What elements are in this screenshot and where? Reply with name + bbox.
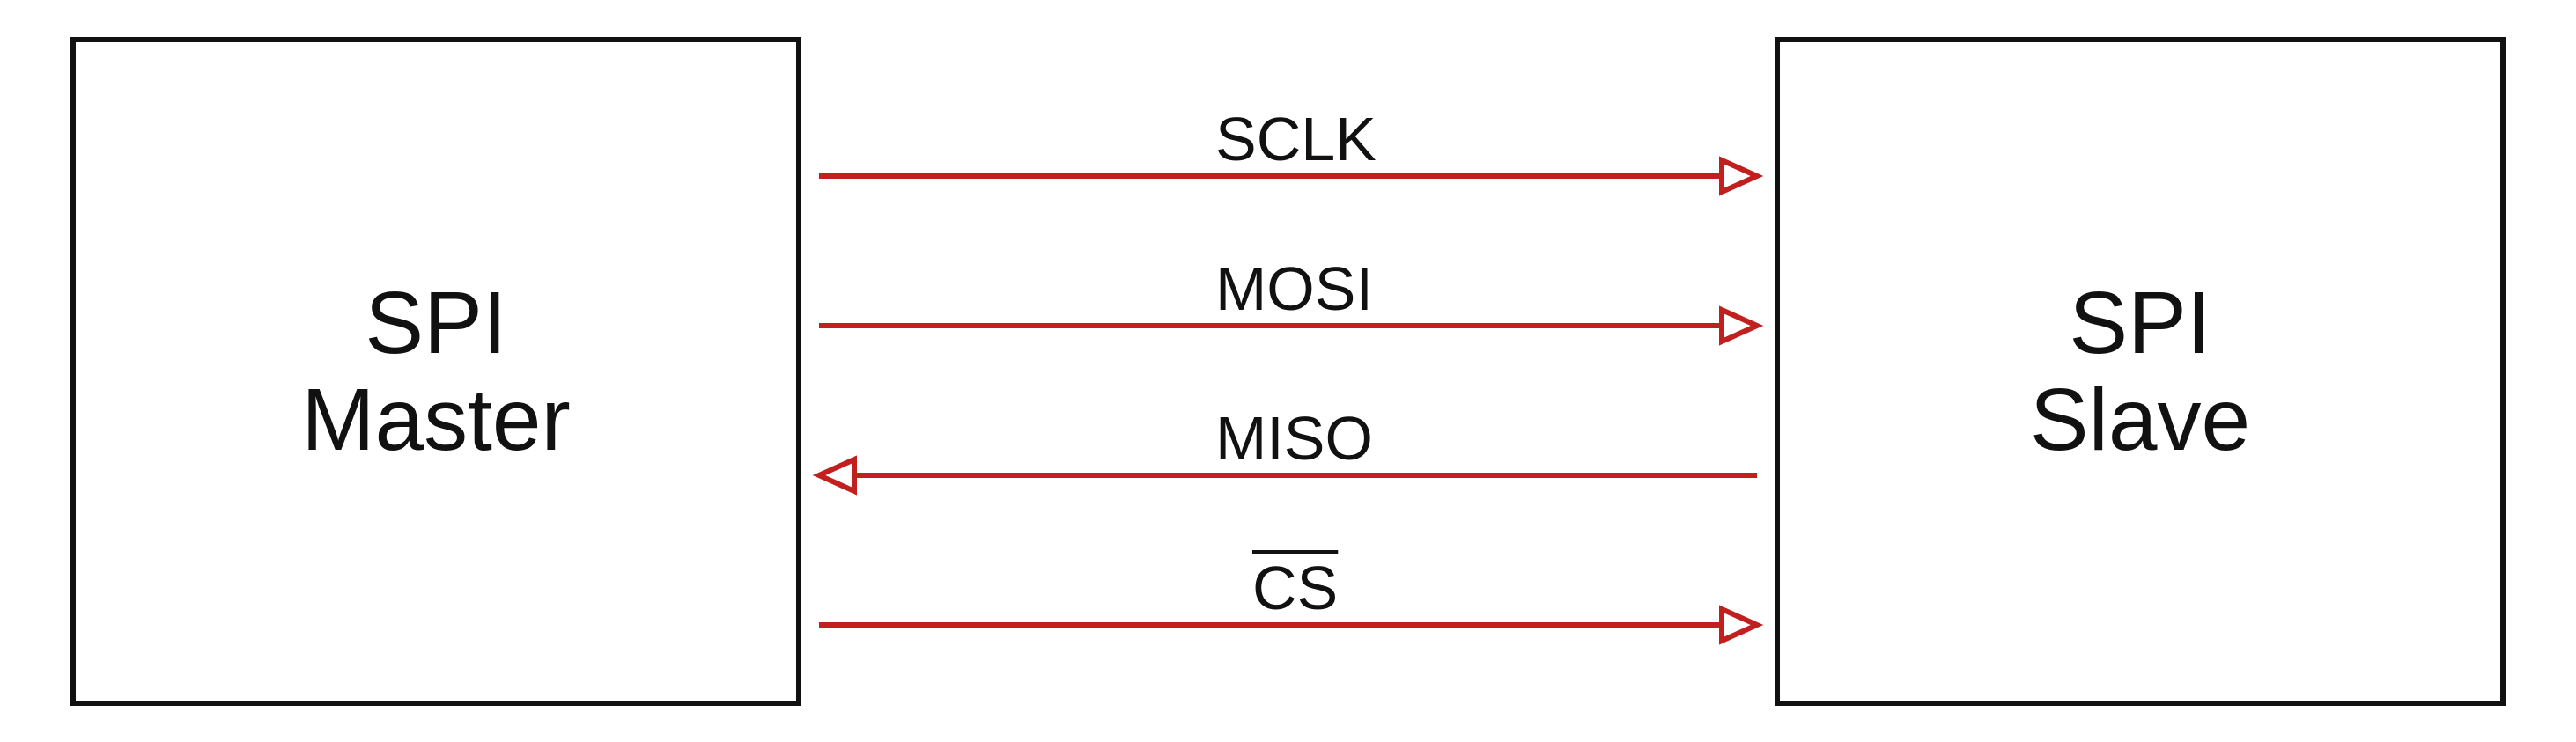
cs-label: CS [1252,553,1338,623]
master-node: SPIMaster [70,37,801,706]
miso-label: MISO [1215,403,1373,474]
slave-label-line1: SPI [2030,275,2250,371]
mosi-label-text: MOSI [1215,254,1373,323]
sclk-label: SCLK [1215,104,1377,174]
master-label-line1: SPI [301,275,571,371]
slave-label-line2: Slave [2030,371,2250,468]
master-label-line2: Master [301,371,571,468]
miso-label-text: MISO [1215,404,1373,473]
cs-label-text: CS [1252,554,1338,622]
sclk-label-text: SCLK [1215,105,1377,173]
mosi-label: MOSI [1215,253,1373,324]
slave-node: SPISlave [1775,37,2506,706]
